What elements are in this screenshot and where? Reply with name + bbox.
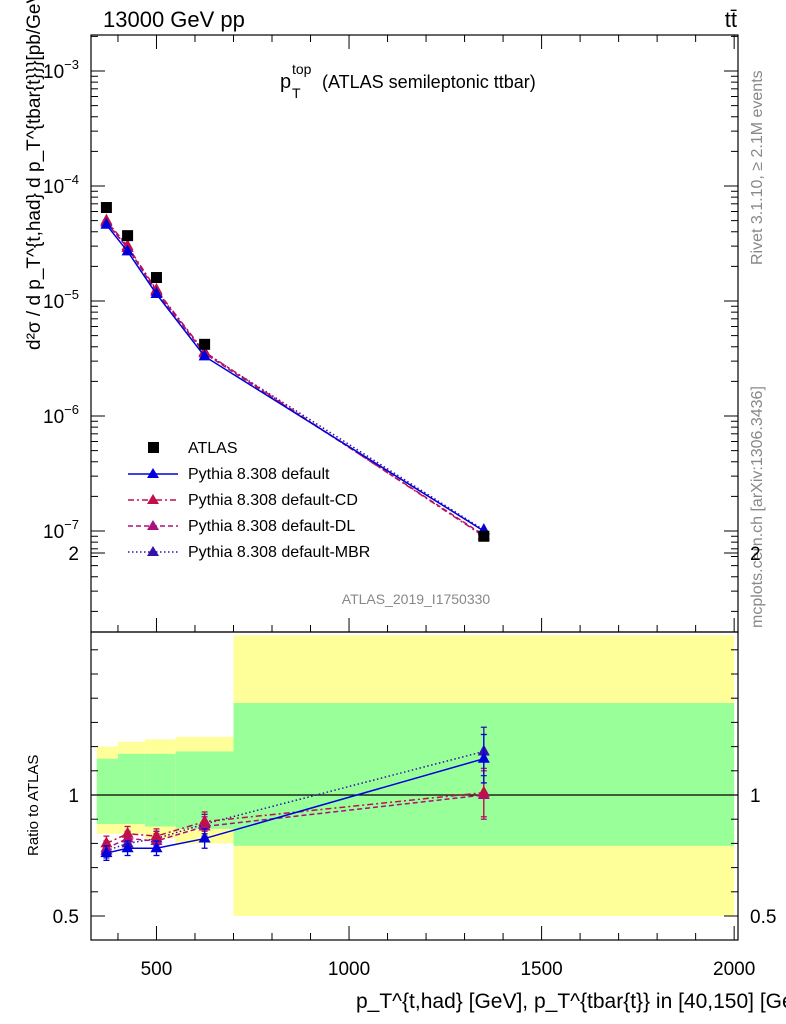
legend-dl-label: Pythia 8.308 default-DL — [188, 518, 355, 535]
ratio-y-tick-label: 2 — [68, 544, 79, 565]
x-tick-label: 1500 — [520, 959, 562, 980]
main-title-sub: T — [292, 85, 301, 101]
legend-default-marker — [147, 468, 159, 478]
main-series-line — [105, 220, 485, 537]
x-tick-label: 1000 — [328, 959, 370, 980]
main-ylabel: d²σ / d p_T^{t,had} d p_T^{tbar{t}}}[pb/… — [24, 0, 45, 350]
main-series — [100, 202, 490, 542]
main-title: p — [280, 71, 291, 93]
legend-default-label: Pythia 8.308 default — [188, 466, 330, 483]
main-y-tick-label: 10−6 — [43, 402, 79, 428]
legend-cd-label: Pythia 8.308 default-CD — [188, 492, 358, 509]
main-title-rest: (ATLAS semileptonic ttbar) — [322, 72, 536, 92]
uncertainty-band-inner — [144, 753, 176, 827]
legend-cd-marker — [147, 494, 159, 504]
atlas-data-point — [100, 202, 112, 214]
main-mc-point — [121, 244, 134, 256]
ratio-frame — [90, 631, 739, 941]
ratio-bands — [96, 635, 735, 916]
main-y-tick-label: 10−7 — [43, 517, 79, 543]
legend-mbr-label: Pythia 8.308 default-MBR — [188, 544, 370, 561]
ratio-y-tick-label: 1 — [68, 786, 79, 807]
ratio-mc-point — [150, 829, 163, 841]
ratio-y-tick-label: 0.5 — [53, 907, 79, 928]
ratio-ticks: 500 1000 1500 2000 2 2 1 1 0.5 0.5 — [53, 544, 777, 980]
ratio-y-tick-label-right: 0.5 — [750, 907, 776, 928]
energy-label: 13000 GeV pp — [103, 7, 245, 32]
ratio-panel: 500 1000 1500 2000 2 2 1 1 0.5 0.5 Ratio to ATLAS — [25, 544, 776, 980]
legend-mbr-marker — [147, 546, 159, 556]
legend: ATLAS Pythia 8.308 default Pythia 8.308 … — [128, 440, 370, 561]
atlas-data-point — [478, 530, 490, 542]
main-y-tick-label: 10−3 — [43, 57, 79, 83]
main-panel: 10−3 10−4 10−5 10−6 10−7 p top T (ATLAS semi… — [24, 0, 739, 633]
legend-atlas-marker — [148, 442, 159, 453]
atlas-data-point — [150, 272, 162, 284]
uncertainty-band-inner — [117, 753, 145, 825]
ratio-y-tick-label-right: 1 — [750, 786, 761, 807]
legend-dl-marker — [147, 520, 159, 530]
ratio-y-tick-label-right: 2 — [750, 544, 761, 565]
atlas-data-point — [122, 230, 134, 242]
main-title-sup: top — [292, 61, 312, 77]
process-label: tt̄ — [725, 7, 737, 32]
main-mc-point — [150, 287, 163, 299]
main-y-tick-label: 10−5 — [43, 287, 79, 313]
mcplots-label: mcplots.cern.ch [arXiv:1306.3436] — [749, 386, 766, 628]
legend-atlas-label: ATLAS — [188, 440, 238, 457]
ratio-mc-point — [477, 751, 490, 763]
main-mc-point — [100, 217, 113, 229]
main-series-line — [105, 221, 485, 531]
main-ticks: 10−3 10−4 10−5 10−6 10−7 — [43, 35, 738, 632]
x-axis-label: p_T^{t,had} [GeV], p_T^{tbar{t}} in [40,… — [356, 990, 786, 1013]
atlas-data-point — [199, 338, 211, 350]
ratio-mc-point — [150, 841, 163, 853]
x-tick-label: 500 — [141, 959, 173, 980]
x-tick-label: 2000 — [713, 959, 755, 980]
rivet-label: Rivet 3.1.10, ≥ 2.1M events — [749, 70, 766, 265]
ratio-mc-point — [100, 846, 113, 858]
ratio-mc-point — [198, 814, 211, 826]
ratio-mc-point — [198, 831, 211, 843]
ratio-mc-point — [477, 785, 490, 797]
ratio-ylabel: Ratio to ATLAS — [25, 755, 42, 856]
main-y-tick-label: 10−4 — [43, 172, 79, 198]
main-series-line — [105, 222, 485, 536]
uncertainty-band-inner — [96, 758, 118, 825]
main-mc-point — [198, 349, 211, 361]
analysis-watermark: ATLAS_2019_I1750330 — [342, 591, 491, 607]
ratio-mc-point — [100, 836, 113, 848]
ratio-mc-point — [121, 826, 134, 838]
main-series-line — [105, 224, 485, 532]
ratio-series — [100, 726, 490, 861]
main-frame — [90, 34, 739, 633]
ratio-mc-point — [121, 841, 134, 853]
